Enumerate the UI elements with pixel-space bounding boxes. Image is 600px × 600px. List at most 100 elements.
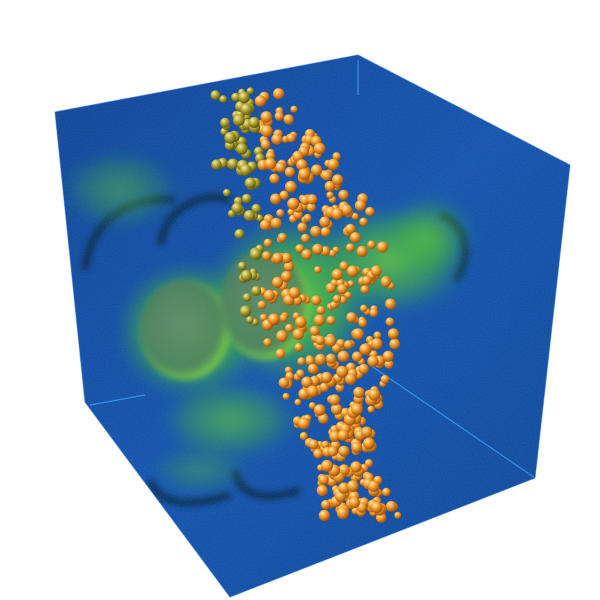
particle-sphere: [308, 439, 319, 450]
particle-sphere: [360, 304, 368, 313]
particle-sphere: [299, 432, 308, 441]
particle-sphere: [321, 499, 331, 510]
particle-sphere: [272, 252, 283, 264]
particle-sphere: [281, 271, 292, 282]
particle-sphere: [312, 243, 323, 255]
particle-sphere: [367, 240, 376, 249]
particle-sphere: [306, 194, 318, 205]
particle-sphere: [348, 497, 360, 509]
particle-sphere: [313, 142, 326, 155]
particle-sphere: [368, 480, 380, 492]
particle-sphere: [314, 353, 327, 366]
particle-sphere: [263, 238, 273, 248]
particle-sphere: [367, 405, 375, 413]
particle-sphere: [350, 461, 362, 473]
particle-sphere: [346, 312, 357, 323]
particle-sphere: [385, 500, 397, 512]
particle-sphere: [324, 180, 336, 192]
particle-sphere: [326, 191, 334, 199]
particle-sphere: [224, 131, 237, 144]
particle-sphere: [263, 338, 272, 347]
particle-sphere: [349, 232, 361, 243]
particle-sphere: [237, 261, 247, 271]
particle-sphere: [269, 173, 280, 184]
particle-sphere: [233, 114, 245, 127]
particle-sphere: [365, 206, 375, 217]
particle-sphere: [301, 376, 313, 388]
particle-sphere: [345, 223, 356, 235]
particle-sphere: [326, 315, 336, 325]
particle-sphere: [382, 487, 391, 497]
particle-sphere: [327, 446, 338, 457]
particle-sphere: [353, 386, 365, 399]
particle-sphere: [278, 377, 290, 389]
particle-sphere: [373, 331, 382, 340]
particle-sphere: [359, 343, 372, 356]
particle-sphere: [321, 440, 330, 449]
particle-sphere: [211, 159, 222, 170]
particle-sphere: [320, 226, 331, 237]
particle-sphere: [356, 502, 368, 513]
particle-sphere: [337, 429, 349, 441]
particle-sphere: [318, 474, 329, 485]
particle-sphere: [239, 164, 252, 177]
particle-sphere: [344, 291, 352, 299]
particle-sphere: [351, 212, 359, 220]
particle-sphere: [240, 103, 253, 116]
particle-sphere: [257, 300, 267, 310]
particle-sphere: [251, 285, 262, 296]
particle-sphere: [394, 511, 402, 519]
particle-sphere: [246, 87, 254, 95]
particle-sphere: [338, 189, 349, 201]
particle-sphere: [286, 133, 296, 143]
particle-sphere: [249, 248, 262, 261]
particle-sphere: [339, 296, 347, 304]
particle-sphere: [313, 314, 326, 326]
particle-sphere: [259, 219, 271, 231]
particle-sphere: [324, 335, 337, 347]
particle-sphere: [287, 197, 300, 210]
particle-sphere: [275, 348, 286, 359]
particle-sphere: [231, 92, 241, 102]
particle-sphere: [251, 203, 262, 214]
particle-sphere: [354, 200, 366, 211]
particle-sphere: [380, 374, 390, 384]
particle-sphere: [279, 190, 289, 200]
particle-sphere: [371, 501, 383, 514]
particle-sphere: [329, 394, 341, 406]
particle-sphere: [244, 177, 256, 189]
particle-sphere: [297, 222, 308, 233]
particle-sphere: [270, 217, 282, 229]
particle-sphere: [370, 265, 382, 277]
particle-sphere: [239, 305, 252, 317]
particle-sphere: [271, 133, 283, 145]
particle-sphere: [358, 318, 368, 328]
particle-sphere: [268, 313, 280, 326]
particle-sphere: [276, 209, 285, 218]
particle-sphere: [352, 328, 364, 340]
particle-sphere: [270, 193, 281, 205]
particle-sphere: [261, 251, 272, 261]
particle-sphere: [318, 509, 331, 522]
particle-sphere: [306, 202, 316, 212]
particle-sphere: [236, 143, 248, 155]
particle-sphere: [275, 162, 286, 173]
particle-sphere: [351, 442, 363, 453]
particle-sphere: [301, 249, 313, 260]
particle-sphere: [260, 125, 273, 137]
particle-sphere: [380, 277, 391, 288]
particle-sphere: [298, 388, 310, 400]
particle-sphere: [295, 316, 307, 328]
particle-sphere: [331, 268, 343, 281]
particle-sphere: [331, 343, 342, 353]
particle-sphere: [281, 252, 292, 264]
particle-sphere: [328, 249, 337, 257]
particle-sphere: [336, 507, 349, 520]
particle-sphere: [296, 369, 305, 378]
particle-sphere: [338, 482, 350, 494]
particle-sphere: [279, 313, 288, 322]
particle-sphere: [346, 265, 359, 278]
particle-sphere: [316, 484, 328, 497]
particle-sphere: [321, 371, 333, 383]
